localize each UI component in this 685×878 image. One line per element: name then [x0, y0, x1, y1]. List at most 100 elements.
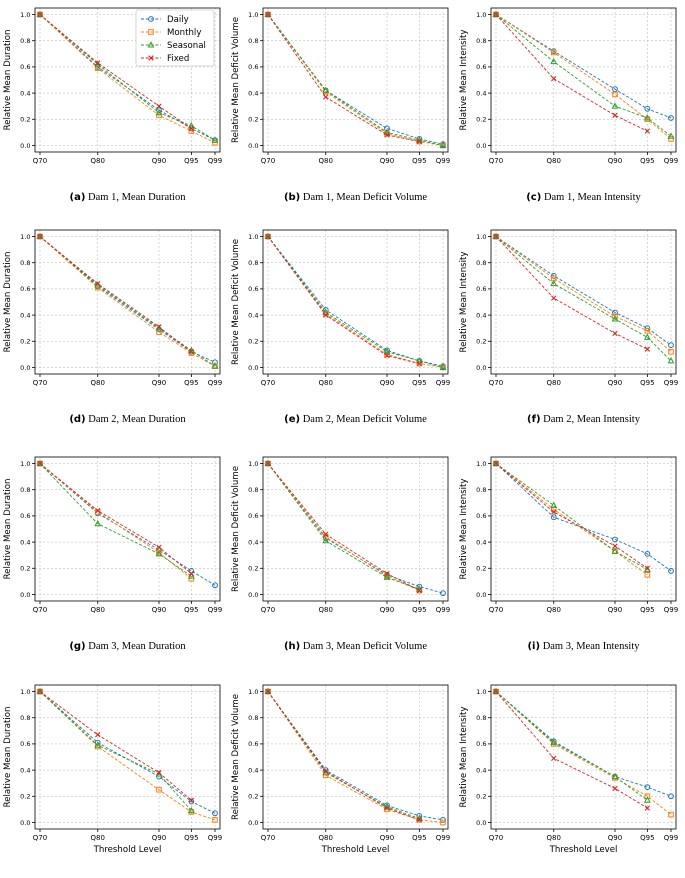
series-line	[495, 463, 648, 576]
legend-marker	[148, 29, 154, 35]
series-line	[267, 691, 420, 821]
data-point	[492, 687, 500, 695]
x-tick-label: Q95	[640, 834, 654, 842]
caption-text: Dam 2, Mean Deficit Volume	[300, 414, 427, 425]
data-point	[612, 785, 618, 792]
data-point	[612, 86, 618, 93]
x-tick-label: Q70	[489, 379, 503, 387]
x-tick-label: Q99	[436, 606, 450, 614]
data-point	[187, 806, 195, 814]
x-tick-label: Q90	[152, 834, 166, 842]
subplot-c: 0.0 0.2 0.4 0.6 0.8 1.0 Q70 Q80 Q90 Q95 Q99 Relativ…	[459, 7, 678, 203]
data-point	[612, 91, 618, 98]
data-point	[644, 105, 651, 112]
legend-box	[135, 9, 215, 67]
data-point	[37, 460, 43, 467]
y-tick-label: 1.0	[20, 460, 30, 468]
y-tick-label: 0.8	[20, 259, 30, 267]
data-point	[156, 544, 162, 551]
data-point	[323, 312, 329, 318]
y-tick-label: 1.0	[248, 460, 258, 468]
data-point	[322, 86, 330, 93]
y-tick-label: 0.2	[20, 338, 30, 346]
x-tick-label: Q95	[412, 834, 426, 842]
data-point	[264, 459, 272, 467]
series-line	[495, 691, 672, 797]
subplot-l: 0.0 0.2 0.4 0.6 0.8 1.0 Q70 Q80 Q90 Q95 Q99 Relativ…	[459, 684, 678, 855]
data-point	[668, 348, 674, 355]
y-tick-label: 0.8	[248, 259, 258, 267]
x-tick-label: Q70	[33, 379, 47, 387]
series-line	[267, 463, 420, 591]
subplot-i: 0.0 0.2 0.4 0.6 0.8 1.0 Q70 Q80 Q90 Q95 Q99 Relativ…	[459, 456, 678, 652]
y-tick-label: 0.6	[476, 285, 486, 293]
data-point	[668, 793, 674, 800]
y-axis-label: Relative Mean Duration	[3, 30, 13, 131]
x-tick-label: Q80	[319, 157, 333, 165]
data-point	[551, 76, 557, 82]
y-tick-label: 0.8	[476, 259, 486, 267]
plot-frame	[262, 684, 449, 830]
series-line	[267, 463, 444, 594]
x-tick-label: Q95	[412, 379, 426, 387]
data-point	[416, 817, 423, 823]
legend-label: Fixed	[167, 54, 189, 64]
data-point	[95, 507, 101, 514]
x-tick-label: Q99	[664, 157, 678, 165]
x-tick-label: Q80	[547, 379, 561, 387]
y-tick-label: 0.2	[248, 793, 258, 801]
x-tick-label: Q70	[489, 606, 503, 614]
series-daily	[37, 688, 218, 817]
data-point	[668, 811, 674, 818]
x-tick-label: Q95	[640, 606, 654, 614]
series-line	[495, 236, 648, 350]
legend-label: Daily	[167, 15, 189, 25]
data-point	[493, 233, 499, 240]
data-point	[94, 741, 102, 748]
x-tick-label: Q90	[380, 834, 394, 842]
data-point	[188, 575, 195, 582]
series-seasonal	[264, 459, 423, 592]
data-point	[612, 536, 618, 543]
subplot-a: 0.0 0.2 0.4 0.6 0.8 1.0 Q70 Q80 Q90 Q95 Q99 Relativ…	[3, 7, 222, 203]
data-point	[212, 817, 218, 823]
x-tick-label: Q80	[91, 379, 105, 387]
y-tick-label: 0.4	[20, 538, 30, 546]
data-point	[212, 359, 218, 366]
x-tick-label: Q95	[184, 157, 198, 165]
x-tick-label: Q70	[33, 157, 47, 165]
x-tick-label: Q99	[664, 606, 678, 614]
data-point	[440, 819, 446, 826]
data-point	[188, 797, 195, 803]
y-tick-label: 1.0	[248, 233, 258, 241]
subplot-caption: (f) Dam 2, Mean Intensity	[527, 414, 641, 425]
series-fixed	[37, 11, 195, 132]
data-point	[668, 115, 674, 121]
y-tick-label: 0.6	[248, 740, 258, 748]
series-fixed	[37, 460, 195, 577]
series-line	[495, 463, 648, 570]
data-point	[212, 582, 218, 589]
series-line	[39, 14, 216, 141]
x-tick-label: Q70	[489, 157, 503, 165]
series-daily	[265, 460, 446, 597]
y-axis-label: Relative Mean Deficit Volume	[231, 694, 241, 820]
y-tick-label: 0.6	[476, 740, 486, 748]
y-tick-label: 1.0	[20, 233, 30, 241]
x-tick-label: Q90	[380, 606, 394, 614]
caption-letter: (d)	[69, 414, 85, 425]
plot-frame	[490, 229, 677, 375]
data-point	[644, 346, 651, 352]
data-point	[94, 519, 102, 527]
x-tick-label: Q70	[261, 157, 275, 165]
data-point	[95, 280, 101, 287]
x-tick-label: Q99	[436, 157, 450, 165]
x-tick-label: Q70	[261, 379, 275, 387]
x-tick-label: Q95	[184, 834, 198, 842]
plot-frame	[490, 684, 677, 830]
y-tick-label: 0.2	[248, 116, 258, 124]
data-point	[493, 688, 499, 695]
series-line	[495, 14, 672, 137]
series-fixed	[493, 11, 651, 134]
x-tick-label: Q80	[547, 606, 561, 614]
